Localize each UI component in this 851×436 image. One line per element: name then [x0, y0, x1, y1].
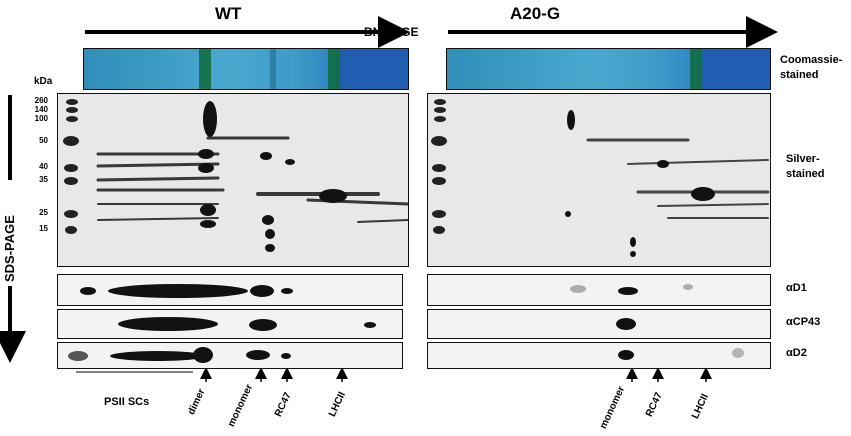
silver-label: Silver- stained [786, 152, 825, 182]
blot-d1-mutant [427, 274, 771, 306]
coomassie-strip-wt [83, 48, 409, 90]
mutant-label: A20-G [510, 4, 561, 23]
blot-d2-wt [57, 342, 403, 369]
blot-cp43-mutant [427, 309, 771, 339]
marker-50: 50 [39, 136, 48, 145]
wt-label: WT [215, 4, 242, 23]
psii-scs-label: PSII SCs [104, 396, 150, 408]
coomassie-strip-mutant [446, 48, 771, 90]
marker-260: 260 [34, 96, 48, 105]
silver-gel-mutant [427, 93, 771, 267]
marker-15: 15 [39, 224, 48, 233]
bn-page-label: BN-PAGE [364, 25, 419, 39]
marker-25: 25 [39, 208, 48, 217]
blot-d2-mutant [427, 342, 771, 369]
d1-label: αD1 [786, 282, 807, 294]
coomassie-label: Coomassie- stained [780, 53, 842, 83]
sds-page-label: SDS-PAGE [2, 215, 17, 282]
cp43-label: αCP43 [786, 316, 821, 328]
d2-label: αD2 [786, 347, 807, 359]
kda-label: kDa [34, 76, 53, 87]
marker-40: 40 [39, 162, 48, 171]
blot-d1-wt [57, 274, 403, 306]
silver-label-line2: stained [786, 168, 825, 180]
silver-gel-wt [57, 93, 409, 267]
coomassie-label-line1: Coomassie- [780, 54, 843, 66]
marker-140: 140 [34, 105, 48, 114]
marker-100: 100 [34, 114, 48, 123]
silver-label-line1: Silver- [786, 153, 820, 165]
coomassie-label-line2: stained [780, 69, 819, 81]
blot-cp43-wt [57, 309, 403, 339]
marker-35: 35 [39, 175, 48, 184]
